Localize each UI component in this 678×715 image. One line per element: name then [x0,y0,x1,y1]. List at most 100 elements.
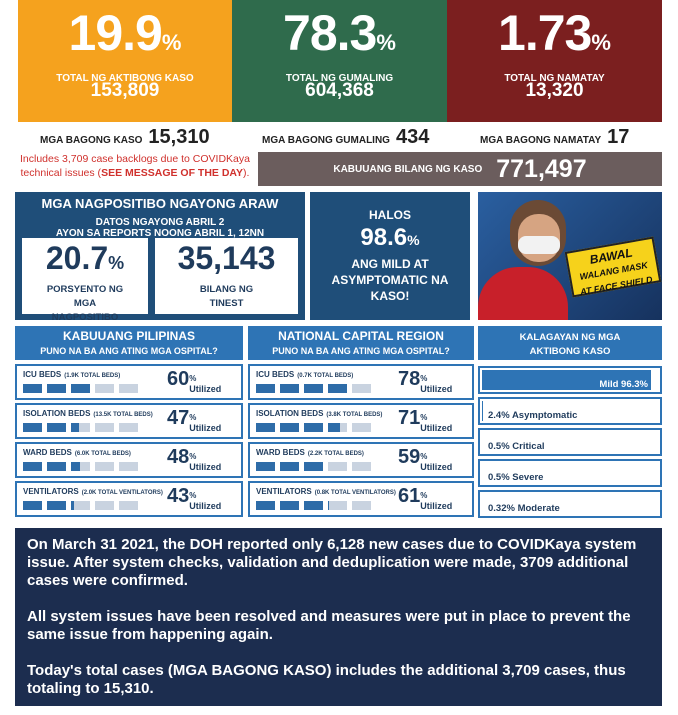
person-mask [518,236,560,254]
headline-unit: % [591,30,611,55]
tested-cap: BILANG NG TINEST [195,282,258,310]
status-label: 0.5% Severe [488,472,544,483]
row-util: 60% Utilized [167,368,241,398]
rate-line: 20.7% [22,240,148,278]
row-fill [23,423,79,432]
util-unit: % [189,491,197,500]
new-deaths-label: MGA BAGONG NAMATAY [480,135,602,146]
row-total: (0.8K TOTAL VENTILATORS) [314,490,396,496]
row-name-text: VENTILATORS [256,487,312,496]
tested-box: 35,143 BILANG NG TINEST [155,238,298,314]
hospital-row: WARD BEDS (6.0K TOTAL BEDS) 48% Utilized [15,442,243,478]
pos-title-wrap: MGA NAGPOSITIBO NGAYONG ARAW [15,195,305,211]
rate-cap: PORSYENTO NG MGA NAGPOSITIBO [42,282,128,323]
util-stack: % Utilized [420,489,452,511]
util-unit: % [420,452,428,461]
person-body [478,267,568,320]
mild-text: ANG MILD AT ASYMPTOMATIC NA KASO! [330,256,450,306]
util-unit-line: % [189,372,221,383]
util-label-line: Utilized [189,461,221,472]
row-track [256,501,375,510]
row-name: WARD BEDS (2.2K TOTAL BEDS) [256,446,426,457]
rate-label: PORSYENTO NG MGA NAGPOSITIBO [46,284,124,323]
headline-percent: 19.9 [68,5,163,61]
row-name-text: VENTILATORS [23,487,79,496]
util-label: Utilized [189,384,222,394]
status-text: 2.4% Asymptomatic [488,405,658,421]
hospital-header: NATIONAL CAPITAL REGION PUNO NA BA ANG AT… [248,326,474,360]
row-fill [256,462,327,471]
row-util: 47% Utilized [167,407,241,437]
headline-percent: 1.73 [498,5,592,61]
util-value: 71 [398,407,421,429]
util-unit-line: % [420,450,452,461]
hospital-row: VENTILATORS (2.0K TOTAL VENTILATORS) 43% Ut… [15,481,243,517]
row-track [256,384,375,393]
hospital-header: KABUUANG PILIPINAS PUNO NA BA ANG ATING M… [15,326,243,360]
util-value: 47 [167,407,190,429]
status-label: 0.32% Moderate [488,503,560,514]
row-name: VENTILATORS (0.8K TOTAL VENTILATORS) [256,485,426,496]
message-paragraph: On March 31 2021, the DOH reported only … [27,536,650,590]
util-label: Utilized [420,384,453,394]
status-row: 0.5% Critical [478,428,662,456]
pos-sub2-wrap: AYON SA REPORTS NOONG ABRIL 1, 12NN [15,223,305,239]
row-util: 78% Utilized [398,368,472,398]
util-label-line: Utilized [420,383,452,394]
status-text: 0.5% Critical [488,436,658,452]
hospital-row: ISOLATION BEDS (13.5K TOTAL BEDS) 47% Utili… [15,403,243,439]
row-track [23,384,142,393]
status-row: 0.32% Moderate [478,490,662,518]
util-value: 60 [167,368,190,390]
message-box: On March 31 2021, the DOH reported only … [15,528,662,706]
headline-unit: % [161,30,182,55]
util-unit-line: % [420,411,452,422]
util-unit-line: % [189,411,221,422]
poster: BAWAL WALANG MASK AT FACE SHIELD [478,192,662,320]
util-unit-line: % [189,489,221,500]
headline-label-text: TOTAL NG AKTIBONG KASO [56,73,194,84]
row-total: (2.0K TOTAL VENTILATORS) [81,490,163,496]
row-fill [256,501,329,510]
status-header: KALAGAYAN NG MGA AKTIBONG KASO [478,326,662,360]
util-unit-line: % [189,450,221,461]
new-deaths: MGA BAGONG NAMATAY 17 [480,126,660,150]
note-text: ). [243,167,250,179]
row-total: (3.8K TOTAL BEDS) [326,412,383,418]
status-text: Mild 96.3% [488,374,658,390]
mild-unit: % [407,232,420,248]
util-label-line: Utilized [189,422,221,433]
row-track [23,462,142,471]
row-fill [23,384,95,393]
row-name: ISOLATION BEDS (13.5K TOTAL BEDS) [23,407,193,418]
headline-label-text: TOTAL NG GUMALING [285,73,394,84]
hospital-title: KABUUANG PILIPINAS [62,329,195,343]
row-util: 59% Utilized [398,446,472,476]
hospital-title-line: KABUUANG PILIPINAS [15,329,243,343]
row-total: (13.5K TOTAL BEDS) [93,412,153,418]
row-fill [256,423,341,432]
headline-count-text: 153,809 [90,80,160,101]
hospital-row: WARD BEDS (2.2K TOTAL BEDS) 59% Utilized [248,442,474,478]
util-unit: % [189,452,197,461]
headline-panel: 78.3% TOTAL NG GUMALING 604,368 [232,0,447,122]
row-fill [256,384,349,393]
message-paragraph: All system issues have been resolved and… [27,608,650,644]
tested-line: 35,143 [155,240,298,278]
row-track [256,462,375,471]
util-unit: % [420,413,428,422]
row-name: ISOLATION BEDS (3.8K TOTAL BEDS) [256,407,426,418]
mild-text-span: ANG MILD AT ASYMPTOMATIC NA KASO! [331,257,449,303]
headline-panel: 19.9% TOTAL NG AKTIBONG KASO 153,809 [18,0,232,122]
tested-label: BILANG NG TINEST [199,284,254,309]
row-name-text: ISOLATION BEDS [23,409,91,418]
util-unit-line: % [420,489,452,500]
new-cases-label: MGA BAGONG KASO [40,135,143,146]
row-name: ICU BEDS (0.7K TOTAL BEDS) [256,368,426,379]
message-paragraph: Today's total cases (MGA BAGONG KASO) in… [27,662,650,698]
util-unit: % [189,374,197,383]
row-total: (2.2K TOTAL BEDS) [307,451,364,457]
headline-count: 153,809 [18,80,232,102]
util-label-line: Utilized [189,500,221,511]
